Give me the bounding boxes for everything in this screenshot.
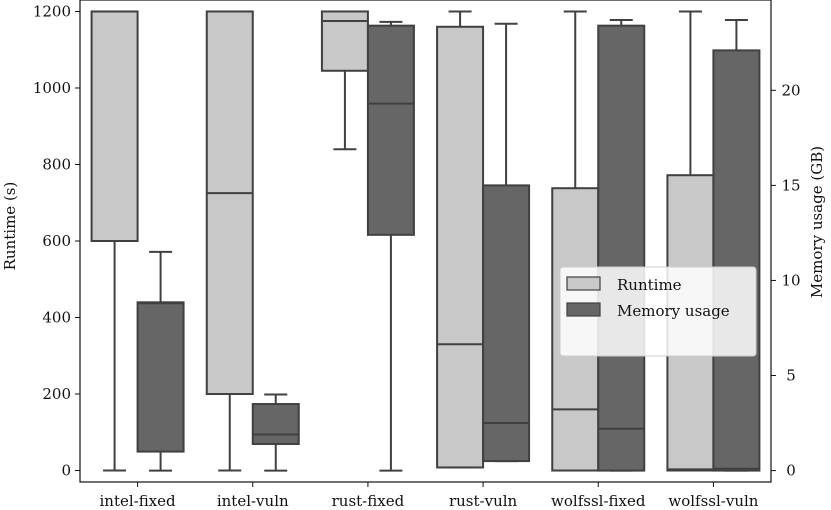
- y-left-tick-label-400: 400: [42, 309, 71, 327]
- y-right-tick-label-0: 0: [786, 462, 796, 480]
- box-group-wolfssl-vuln-runtime: [666, 10, 715, 472]
- x-tick-label-intel-fixed: intel-fixed: [99, 492, 176, 510]
- legend-swatch-runtime: [566, 276, 601, 291]
- box-group-intel-fixed-memory-usage: [136, 250, 185, 472]
- x-tick-label-wolfssl-vuln: wolfssl-vuln: [668, 492, 758, 510]
- y-left-tick-label-1000: 1000: [33, 79, 71, 97]
- x-tick-label-intel-vuln: intel-vuln: [217, 492, 289, 510]
- box-intel-vuln-runtime: [205, 10, 254, 396]
- y-right-tick-label-5: 5: [786, 367, 796, 385]
- box-group-intel-vuln-memory-usage: [251, 393, 300, 472]
- legend-label-runtime: Runtime: [617, 276, 682, 294]
- box-rust-fixed-memory-usage: [366, 24, 415, 236]
- box-wolfssl-vuln-memory-usage: [712, 49, 761, 472]
- box-intel-fixed-runtime: [90, 10, 139, 242]
- y-left-tick-label-1200: 1200: [33, 2, 71, 20]
- legend-frame: [559, 266, 757, 357]
- box-intel-vuln-memory-usage: [251, 403, 300, 445]
- y-right-tick-label-15: 15: [781, 176, 800, 194]
- box-rust-vuln-runtime: [436, 25, 485, 469]
- boxes-layer: [90, 10, 761, 472]
- x-tick-label-wolfssl-fixed: wolfssl-fixed: [551, 492, 646, 510]
- box-rust-vuln-memory-usage: [482, 184, 531, 463]
- y-left-tick-label-200: 200: [42, 385, 71, 403]
- y-right-tick-label-10: 10: [781, 271, 800, 289]
- box-group-intel-vuln-runtime: [205, 10, 254, 472]
- x-tick-label-rust-fixed: rust-fixed: [332, 492, 405, 510]
- legend-swatch-memory-usage: [566, 302, 601, 317]
- box-group-wolfssl-fixed-runtime: [551, 10, 600, 472]
- box-group-rust-vuln-runtime: [436, 10, 485, 469]
- box-wolfssl-fixed-memory-usage: [597, 24, 646, 472]
- box-group-rust-vuln-memory-usage: [482, 22, 531, 463]
- x-tick-label-rust-vuln: rust-vuln: [449, 492, 518, 510]
- box-group-rust-fixed-memory-usage: [366, 20, 415, 472]
- legend-label-memory-usage: Memory usage: [617, 302, 730, 320]
- y-axis-right-label: Memory usage (GB): [808, 146, 826, 298]
- box-group-rust-fixed-runtime: [320, 10, 369, 151]
- y-left-tick-label-600: 600: [42, 232, 71, 250]
- legend: Runtime Memory usage: [559, 266, 757, 357]
- y-left-tick-label-800: 800: [42, 155, 71, 173]
- y-right-tick-label-20: 20: [781, 81, 800, 99]
- box-group-wolfssl-fixed-memory-usage: [597, 18, 646, 472]
- box-group-wolfssl-vuln-memory-usage: [712, 18, 761, 472]
- y-left-tick-label-0: 0: [61, 462, 71, 480]
- ticks-layer: intel-fixed intel-vuln rust-fixed rust-vuln…: [33, 2, 801, 510]
- box-group-intel-fixed-runtime: [90, 10, 139, 472]
- box-intel-fixed-memory-usage: [136, 301, 185, 453]
- y-axis-left-label: Runtime (s): [1, 182, 19, 271]
